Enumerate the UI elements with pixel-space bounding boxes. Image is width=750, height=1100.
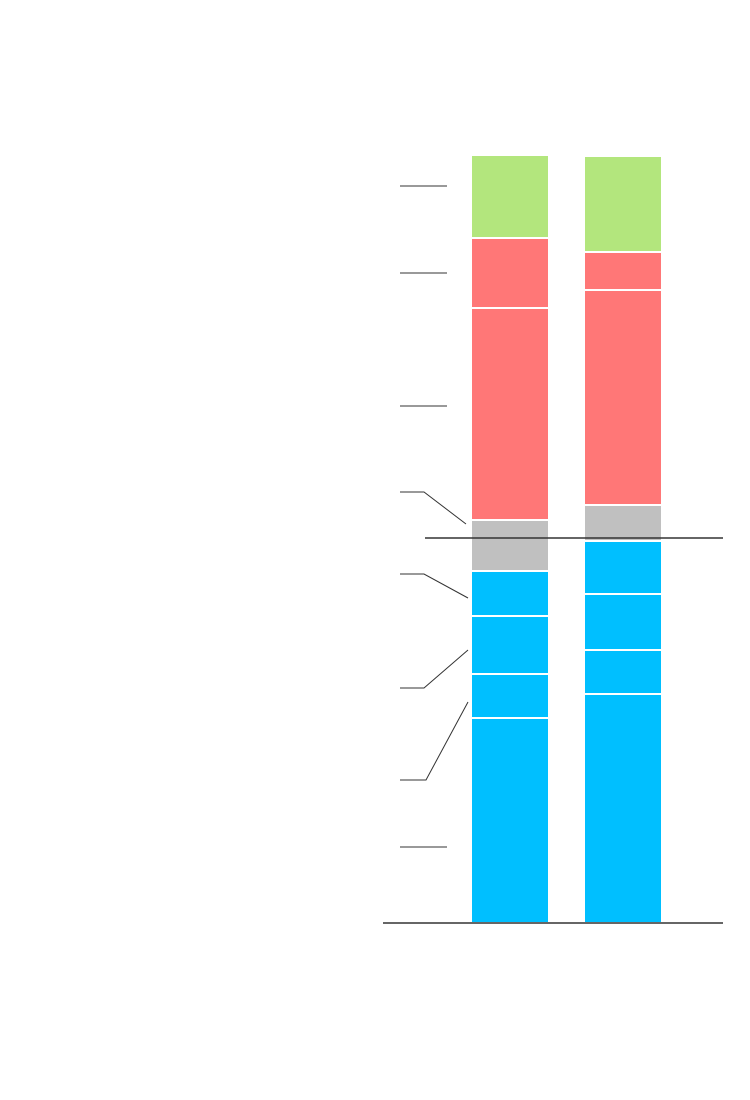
leader-line (400, 573, 469, 599)
bar-segment (583, 289, 663, 506)
bar-segment (470, 673, 550, 719)
bar-segment (470, 570, 550, 617)
bar-segment (470, 717, 550, 924)
bar-segment (583, 593, 663, 651)
bars (470, 154, 663, 924)
leader-line (400, 491, 467, 525)
bar-segment (583, 693, 663, 924)
bar-segment (470, 307, 550, 521)
bar-segment (583, 540, 663, 595)
bar-segment (470, 154, 550, 239)
leader-line (400, 701, 469, 781)
bar-segment (470, 615, 550, 675)
bar-segment (583, 649, 663, 695)
leader-line (400, 649, 469, 689)
bar-segment (583, 155, 663, 253)
bar-segment (470, 237, 550, 309)
bar-segment (583, 504, 663, 542)
leader-lines (400, 185, 469, 848)
bar-segment (583, 251, 663, 291)
bar-segment (470, 519, 550, 572)
